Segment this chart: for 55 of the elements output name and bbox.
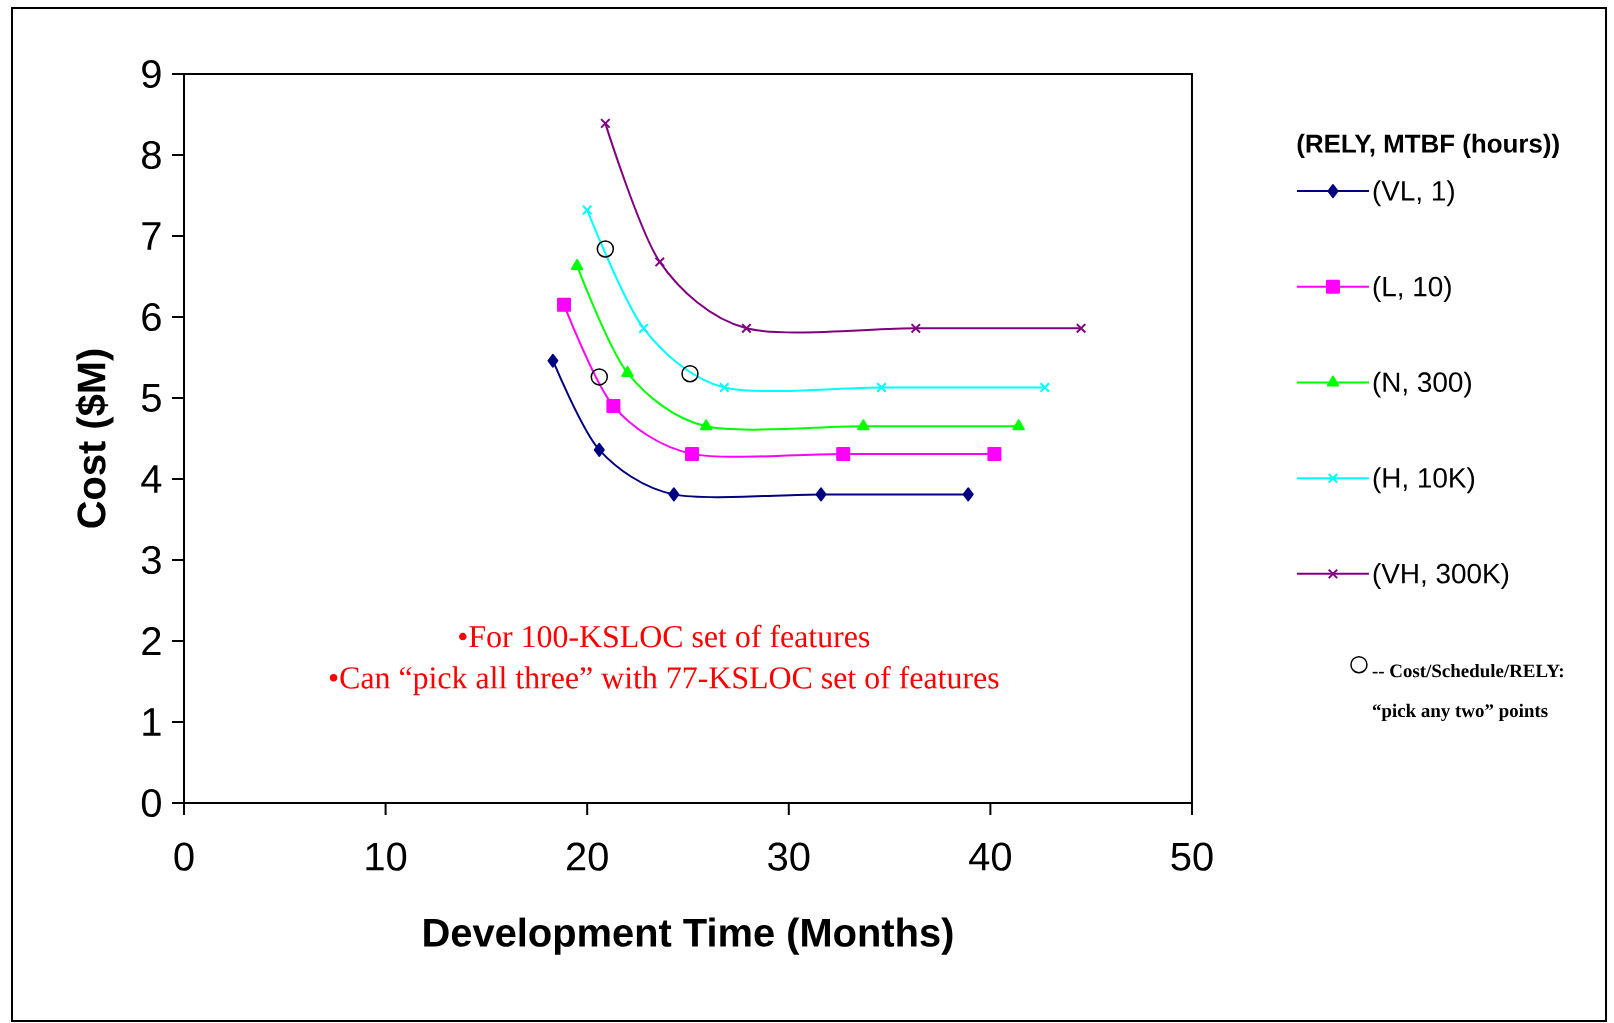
point xyxy=(600,118,611,129)
y-tick-label: 6 xyxy=(142,302,161,332)
point xyxy=(741,323,752,334)
x-tick-label: 10 xyxy=(366,842,407,871)
point xyxy=(606,399,621,414)
x-tick-label: 50 xyxy=(1171,842,1213,871)
point xyxy=(557,297,571,312)
text: -- Cost/Schedule/RELY: “pick any two” points xyxy=(1372,663,1563,722)
point xyxy=(910,323,922,334)
point xyxy=(596,240,615,258)
y-tick-label: 3 xyxy=(141,545,161,575)
point xyxy=(857,419,870,431)
legend-label: (VH, 300K) xyxy=(1373,563,1509,590)
point xyxy=(836,446,851,461)
y-tick-label: 8 xyxy=(142,140,161,170)
legend-label: (VL, 1) xyxy=(1373,180,1454,207)
point xyxy=(621,365,634,377)
annotation: •Can “pick all three” with 77-KSLOC set of features xyxy=(329,665,999,696)
y-tick-label: 4 xyxy=(141,465,162,493)
point xyxy=(699,419,713,431)
y-tick-label: 9 xyxy=(142,59,161,89)
x-tick-label: 20 xyxy=(567,842,608,871)
point xyxy=(876,382,887,393)
x-tick-label: 40 xyxy=(969,842,1011,871)
legend-label: (N, 300) xyxy=(1373,371,1471,398)
y-tick-label: 7 xyxy=(142,222,161,250)
point xyxy=(581,204,593,216)
point xyxy=(1075,323,1087,334)
point xyxy=(654,256,665,268)
point xyxy=(668,487,680,502)
point xyxy=(593,442,605,457)
y-tick-label: 1 xyxy=(143,708,161,736)
point xyxy=(1012,419,1025,431)
point xyxy=(1039,382,1051,393)
x-tick-label: 30 xyxy=(768,842,810,871)
point xyxy=(681,364,699,383)
point xyxy=(685,446,700,461)
x-axis-title: Development Time (Months) xyxy=(424,917,953,955)
legend-title: (RELY, MTBF (hours)) xyxy=(1297,133,1559,158)
point xyxy=(815,487,827,502)
y-axis-title: Cost ($M) xyxy=(75,349,114,528)
y-tick-label: 5 xyxy=(141,384,161,412)
annotation: •For 100-KSLOC set of features xyxy=(459,624,870,648)
point xyxy=(570,258,584,270)
point xyxy=(547,353,559,368)
legend-label: (H, 10K) xyxy=(1373,467,1475,494)
y-tick-label: 2 xyxy=(142,627,161,655)
point xyxy=(987,446,1002,461)
point xyxy=(719,382,730,393)
x-tick-label: 0 xyxy=(174,842,194,871)
point xyxy=(638,323,649,334)
point xyxy=(590,368,609,386)
point xyxy=(962,487,974,502)
legend-label: (L, 10) xyxy=(1373,275,1451,302)
y-tick-label: 0 xyxy=(141,788,161,818)
